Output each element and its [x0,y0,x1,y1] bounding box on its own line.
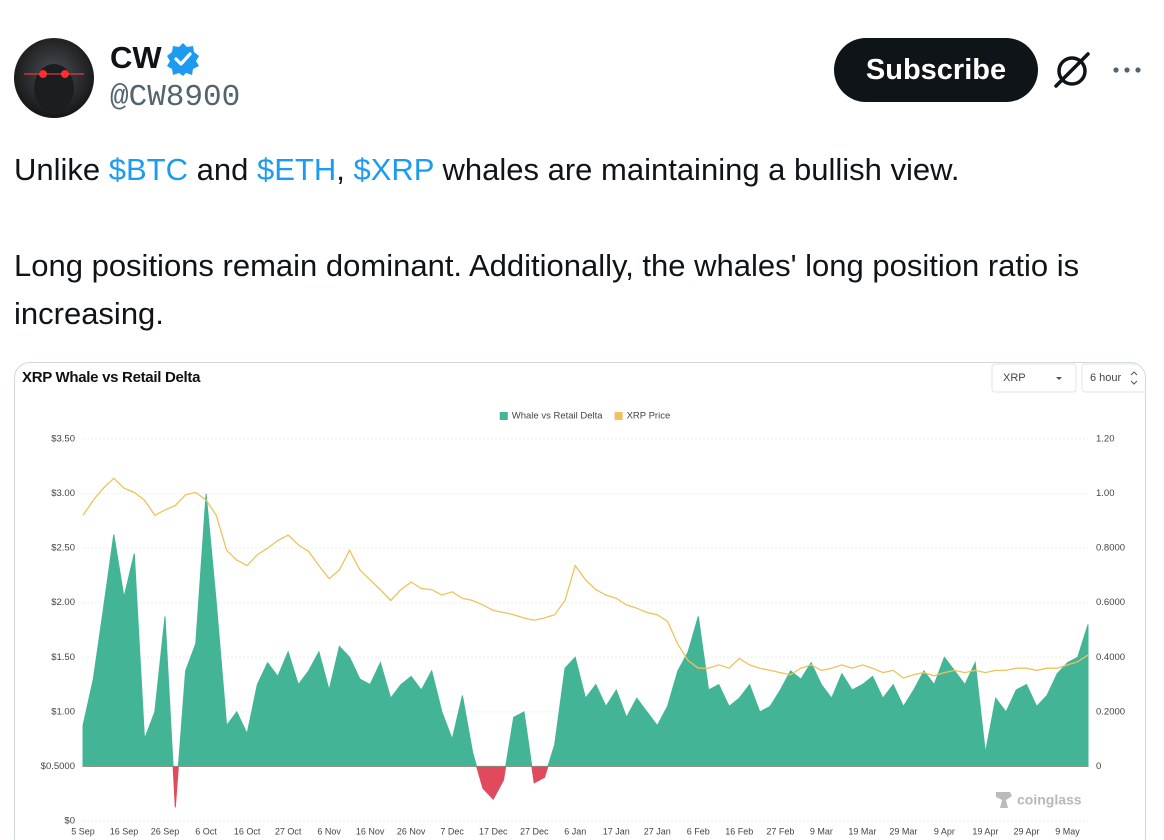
legend-swatch [614,412,623,420]
y-tick-label: $2.00 [51,597,75,608]
y-tick-label: $1.00 [51,706,75,717]
x-tick-label: 16 Sep [110,826,139,836]
avatar[interactable] [14,38,94,118]
interval-select-label: 6 hour [1090,372,1122,384]
y2-tick-label: 1.20 [1096,434,1115,445]
text-run: and [188,152,257,187]
dropdown-caret [1056,377,1062,380]
x-tick-label: 6 Oct [195,826,217,836]
y2-tick-label: 0.8000 [1096,543,1125,554]
x-tick-label: 6 Jan [564,826,586,836]
x-tick-label: 17 Jan [603,826,630,836]
x-tick-label: 27 Oct [275,826,302,836]
x-tick-label: 27 Feb [766,826,794,836]
author-handle[interactable]: @CW8900 [110,80,241,115]
text-run: , [336,152,354,187]
price-line [82,477,1089,679]
text-run: Unlike [14,152,109,187]
author-name[interactable]: CW [110,40,162,75]
x-tick-label: 6 Feb [687,826,710,836]
x-tick-label: 5 Sep [71,826,95,836]
cashtag-link[interactable]: $ETH [256,152,337,187]
watermark-icon [996,792,1012,808]
x-tick-label: 19 Mar [848,826,876,836]
subscribe-button[interactable]: Subscribe [834,38,1038,102]
x-tick-label: 9 Apr [934,826,955,836]
y-tick-label: $2.50 [51,543,75,554]
y-tick-label: $1.50 [51,652,75,663]
x-tick-label: 16 Feb [725,826,753,836]
legend-label: XRP Price [627,411,671,422]
x-tick-label: 26 Sep [151,826,180,836]
post-text: Long positions remain dominant. Addition… [14,242,1149,338]
more-menu[interactable] [1110,60,1144,80]
y-tick-label: $0 [64,816,75,827]
spin-caret [1130,371,1138,385]
legend: Whale vs Retail Delta XRP Price [499,411,671,422]
x-tick-label: 29 Apr [1013,826,1039,836]
y2-tick-label: 0.4000 [1096,652,1125,663]
y2-tick-label: 0.2000 [1096,706,1125,717]
y2-tick-label: 0.6000 [1096,597,1125,608]
x-tick-label: 9 Mar [810,826,833,836]
legend-label: Whale vs Retail Delta [512,411,604,422]
interval-select[interactable] [1081,363,1145,393]
x-tick-label: 16 Oct [234,826,261,836]
text-run: Long positions remain dominant. Addition… [14,248,1088,331]
x-tick-label: 27 Jan [644,826,671,836]
y2-tick-label: 1.00 [1096,488,1115,499]
x-tick-label: 27 Dec [520,826,549,836]
x-tick-label: 6 Nov [317,826,341,836]
verified-badge [167,43,199,76]
cashtag-link[interactable]: $XRP [353,152,434,187]
delta-area [82,493,1089,808]
coin-select[interactable] [991,363,1077,393]
y-tick-label: $3.00 [51,488,75,499]
chart: XRP Whale vs Retail Delta XRP 6 hour $0 $0.5… [22,363,1145,836]
x-tick-label: 19 Apr [972,826,998,836]
text-run: whales are maintaining a bullish view. [433,152,960,187]
x-tick-label: 29 Mar [889,826,917,836]
x-tick-label: 16 Nov [356,826,385,836]
y-tick-label: $3.50 [51,434,75,445]
x-tick-label: 17 Dec [479,826,508,836]
grok-icon[interactable] [1052,50,1092,90]
chart-card: XRP Whale vs Retail Delta XRP 6 hour $0 $0.5… [14,362,1146,840]
x-tick-label: 7 Dec [440,826,464,836]
y-tick-label: $0.5000 [41,761,75,772]
cashtag-link[interactable]: $BTC [108,152,189,187]
chart-title: XRP Whale vs Retail Delta [22,369,201,386]
coin-select-label: XRP [1003,372,1026,384]
y2-tick-label: 0 [1096,761,1101,772]
watermark: coinglass [1017,792,1082,808]
legend-swatch [499,412,508,420]
x-tick-label: 9 May [1055,826,1080,836]
x-tick-label: 26 Nov [397,826,426,836]
post-text: Unlike $BTC and $ETH, $XRP whales are ma… [14,146,1149,194]
